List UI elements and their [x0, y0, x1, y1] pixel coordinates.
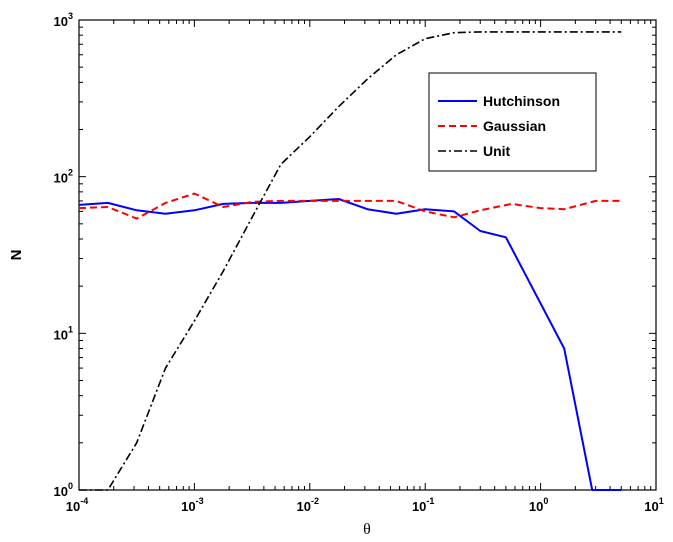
legend-box [428, 72, 597, 172]
y-tick-label: 101 [54, 324, 73, 342]
series-line-unit [79, 31, 622, 491]
x-tick-label: 100 [529, 496, 548, 514]
series-layer [78, 31, 622, 491]
y-tick-label: 100 [54, 481, 73, 499]
x-tick-label: 10-3 [181, 496, 203, 514]
legend-label-gaussian: Gaussian [483, 118, 546, 134]
x-tick-label: 10-4 [66, 496, 88, 514]
x-tick-label: 10-1 [412, 496, 434, 514]
x-tick-label: 10-2 [297, 496, 319, 514]
legend: Hutchinson Gaussian Unit [428, 72, 597, 172]
x-tick-label: 101 [644, 496, 663, 514]
y-tick-label: 103 [54, 11, 73, 29]
series-line-hutchinson [78, 198, 622, 491]
legend-label-hutchinson: Hutchinson [483, 93, 560, 109]
y-axis-label: N [8, 250, 25, 261]
legend-label-unit: Unit [483, 143, 511, 159]
y-tick-label: 102 [54, 168, 73, 186]
axis-ticks [78, 20, 656, 491]
y-tick-labels: 100 101 102 103 [54, 11, 73, 499]
x-axis-label: θ [363, 521, 371, 538]
x-tick-labels: 10-4 10-3 10-2 10-1 100 101 [66, 496, 664, 514]
